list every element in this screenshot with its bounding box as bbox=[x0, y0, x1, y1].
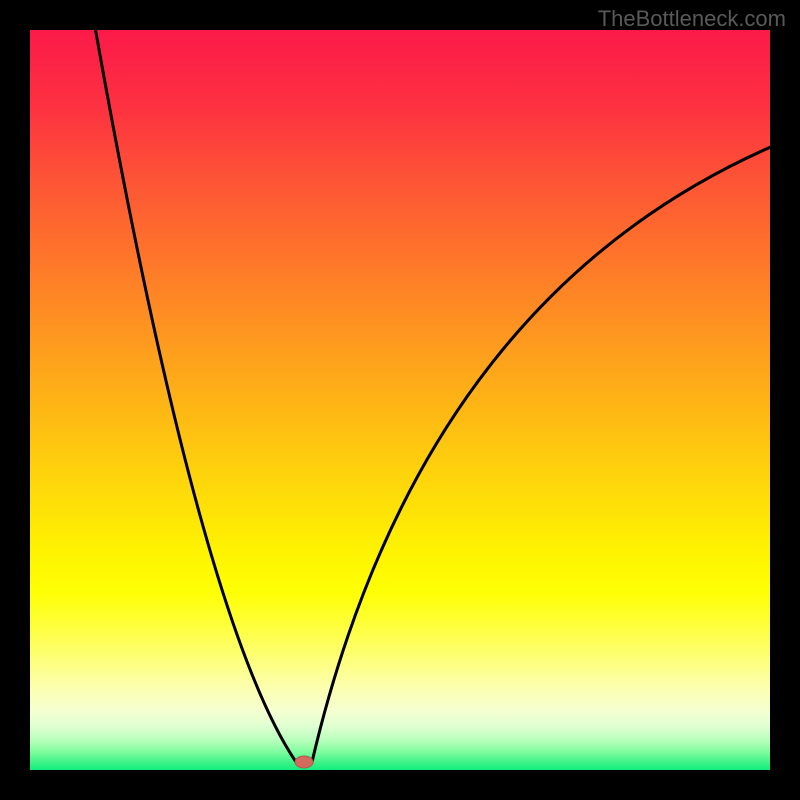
bottleneck-chart bbox=[0, 0, 800, 800]
plot-area bbox=[30, 30, 770, 770]
watermark-text: TheBottleneck.com bbox=[598, 6, 786, 32]
min-point-marker bbox=[295, 756, 313, 768]
